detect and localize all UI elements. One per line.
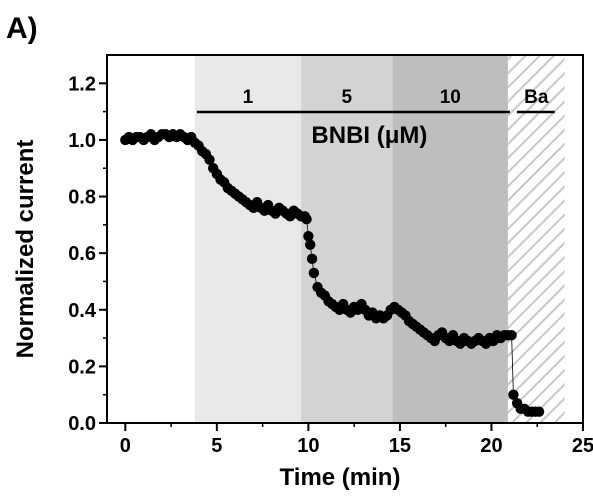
x-tick-label-0: 0 [120,435,131,457]
data-point-54 [308,267,320,279]
x-tick-label-5: 25 [572,435,593,457]
band-1 [301,55,393,423]
treatment-bands [194,55,565,423]
band-2 [392,55,508,423]
y-tick-label-4: 0.8 [68,187,96,209]
y-tick-label-2: 0.4 [68,300,97,322]
plot-frame [106,54,584,424]
x-tick-label-4: 20 [480,435,502,457]
band-label-1: 5 [342,87,353,108]
x-tick-label-1: 5 [211,435,222,457]
band-label-3: Ba [524,87,549,108]
y-axis-ticks: 0.0 0.2 0.4 0.6 0.8 1.0 1.2 [68,73,107,435]
y-tick-label-1: 0.2 [68,356,96,378]
data-point-109 [508,389,519,400]
data-point-108 [506,330,517,341]
y-axis-title: Normalized current [12,140,39,359]
panel-label: A) [6,12,38,45]
data-point-23 [204,154,215,165]
y-tick-label-6: 1.2 [68,73,96,95]
data-points [120,129,545,417]
x-axis-ticks: 0 5 10 15 20 25 [120,423,593,457]
data-point-51 [303,230,314,242]
x-axis-title: Time (min) [280,464,401,491]
band-0 [194,55,302,423]
x-tick-label-3: 15 [389,435,411,457]
band-label-2: 10 [440,87,461,108]
band-3 [507,55,565,423]
data-point-53 [306,253,318,265]
y-tick-label-5: 1.0 [68,130,96,152]
y-tick-label-0: 0.0 [68,413,96,435]
data-point-50 [301,213,312,225]
x-tick-label-2: 10 [297,435,319,457]
data-point-52 [305,239,316,250]
treatment-bars: 1 5 10 Ba [196,87,555,114]
band-label-0: 1 [243,87,254,108]
data-point-116 [533,406,545,417]
treatment-group-label: BNBI (μM) [311,122,427,149]
y-tick-label-3: 0.6 [68,243,96,265]
